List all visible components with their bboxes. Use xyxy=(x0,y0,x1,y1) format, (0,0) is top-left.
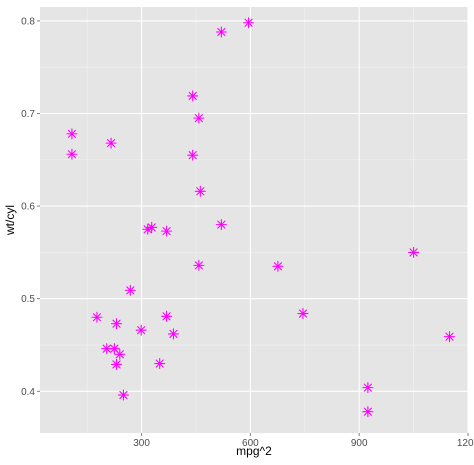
data-point xyxy=(135,324,147,336)
major-gridlines xyxy=(40,7,469,433)
data-point xyxy=(117,389,129,401)
x-tick-label: 900 xyxy=(351,438,368,449)
x-tick-label: 300 xyxy=(133,438,150,449)
data-point xyxy=(215,219,227,231)
data-point xyxy=(243,17,255,29)
data-point xyxy=(362,406,374,418)
data-point xyxy=(124,284,136,296)
data-point xyxy=(66,128,78,140)
data-point xyxy=(443,331,456,343)
y-axis-title: wt/cyl xyxy=(3,205,17,236)
data-point xyxy=(193,259,205,271)
y-tick-label: 0.8 xyxy=(21,16,35,27)
plot-panel xyxy=(40,7,468,433)
data-point xyxy=(105,137,117,149)
data-points xyxy=(66,17,456,418)
data-point xyxy=(297,307,309,320)
data-point xyxy=(187,149,199,161)
data-point xyxy=(161,225,173,237)
data-point xyxy=(193,112,205,124)
x-tick-label: 600 xyxy=(242,438,259,449)
data-point xyxy=(194,185,206,197)
data-point xyxy=(215,26,227,38)
y-tick-label: 0.4 xyxy=(21,387,35,398)
data-point xyxy=(110,358,123,371)
y-tick-label: 0.7 xyxy=(21,109,35,120)
data-point xyxy=(154,357,166,370)
y-tick-label: 0.5 xyxy=(21,294,35,305)
data-point xyxy=(408,246,420,258)
data-point xyxy=(362,382,374,394)
y-tick-label: 0.6 xyxy=(21,202,35,213)
data-point xyxy=(110,318,123,330)
data-point xyxy=(142,223,154,235)
data-point xyxy=(167,328,180,340)
data-point xyxy=(272,260,284,272)
x-axis-title: mpg^2 xyxy=(236,444,272,458)
data-point xyxy=(108,343,120,355)
data-point xyxy=(161,310,173,322)
data-point xyxy=(187,90,199,102)
y-axis-ticks: 0.4 0.5 0.6 0.7 0.8 xyxy=(21,16,40,398)
data-point xyxy=(66,148,78,160)
data-point xyxy=(91,311,103,323)
